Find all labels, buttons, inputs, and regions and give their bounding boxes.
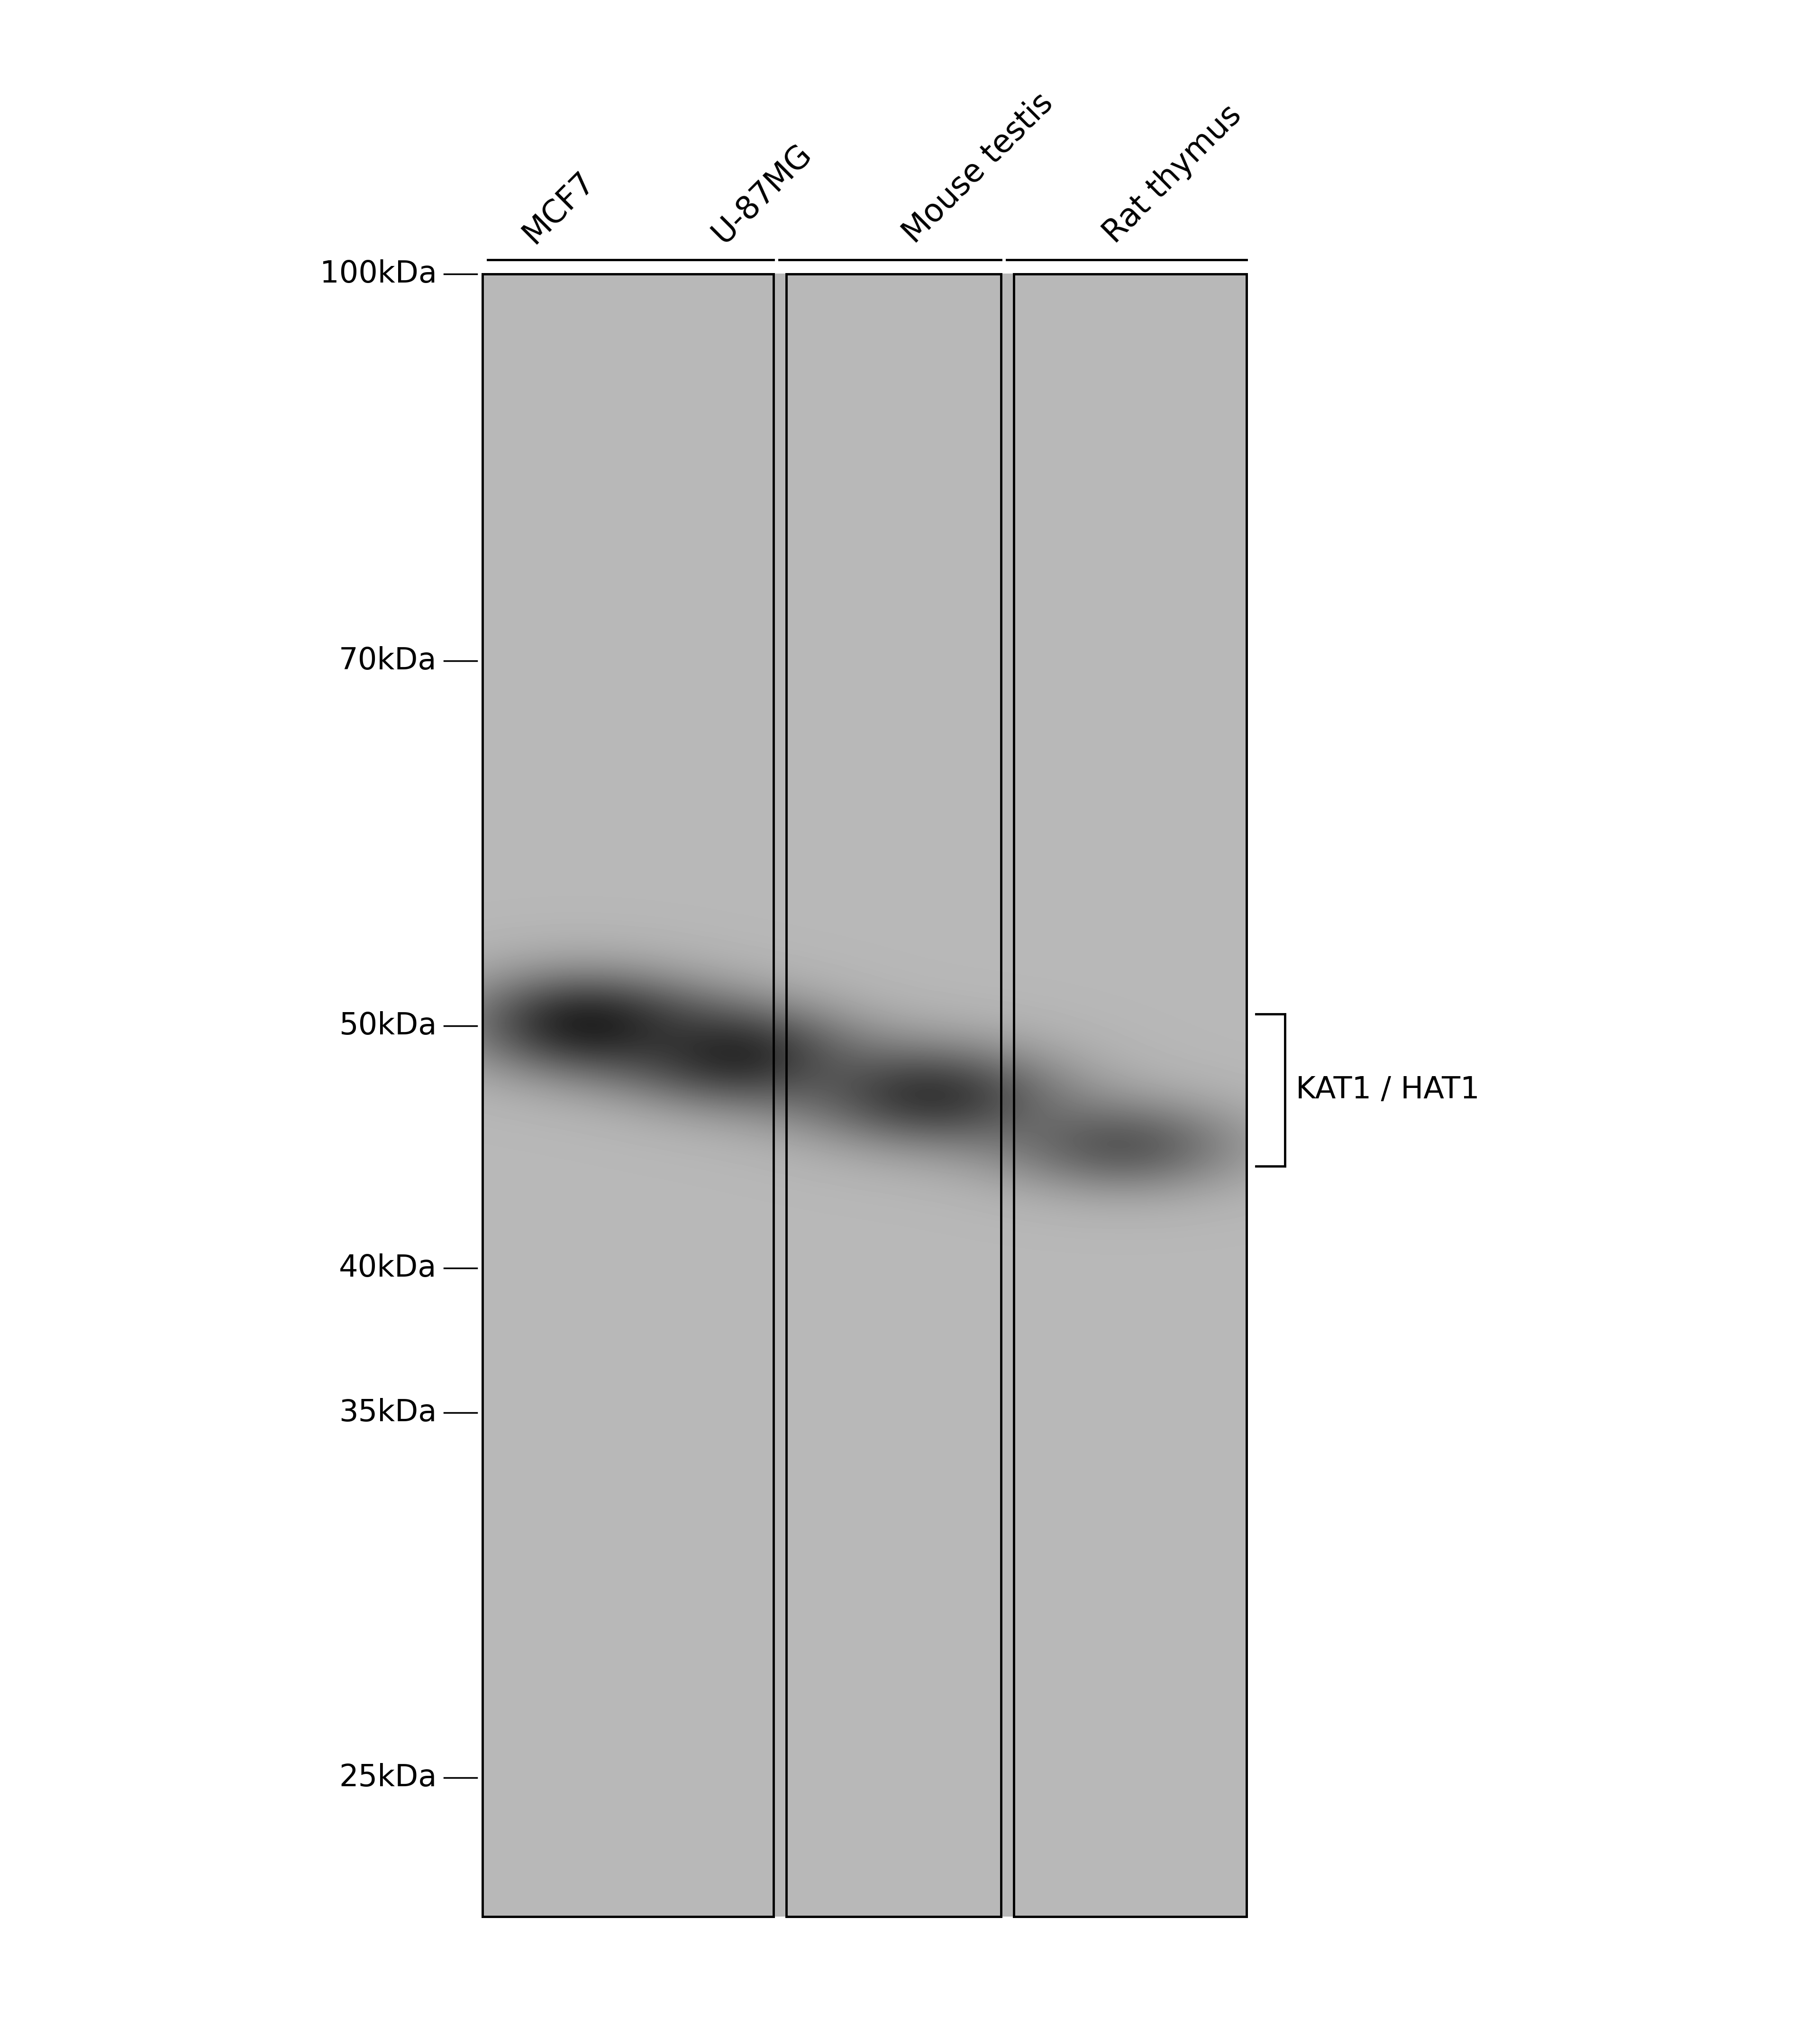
Bar — [1014, 274, 1247, 1916]
Text: KAT1 / HAT1: KAT1 / HAT1 — [1296, 1075, 1480, 1105]
Text: Rat thymus: Rat thymus — [1097, 99, 1247, 249]
Text: 100kDa: 100kDa — [320, 260, 437, 288]
Text: 70kDa: 70kDa — [339, 647, 437, 675]
Text: 50kDa: 50kDa — [339, 1012, 437, 1040]
Bar — [482, 274, 774, 1916]
Bar — [786, 274, 1001, 1916]
Text: 40kDa: 40kDa — [339, 1253, 437, 1282]
Bar — [1014, 274, 1247, 1916]
Text: MCF7: MCF7 — [517, 166, 601, 249]
Text: 25kDa: 25kDa — [339, 1762, 437, 1793]
Text: 35kDa: 35kDa — [339, 1397, 437, 1428]
Text: Mouse testis: Mouse testis — [897, 87, 1059, 249]
Bar — [786, 274, 1001, 1916]
Bar — [482, 274, 774, 1916]
Text: U-87MG: U-87MG — [706, 138, 817, 249]
